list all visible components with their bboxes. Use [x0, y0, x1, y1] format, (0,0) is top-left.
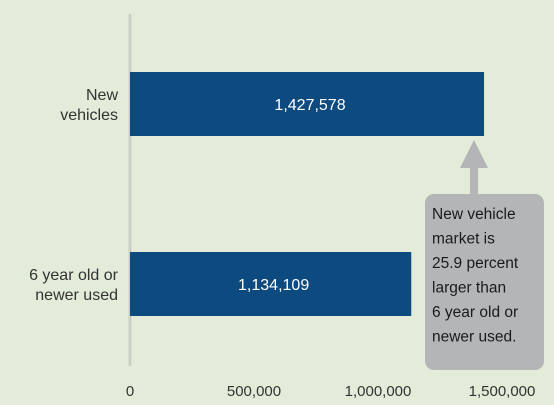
category-label-line: 6 year old or	[29, 267, 119, 284]
category-label-line: New	[86, 87, 118, 104]
bars	[130, 72, 485, 316]
callout-text-line: market is	[432, 231, 495, 248]
callout-text-line: larger than	[432, 280, 506, 297]
bar-value-label: 1,134,109	[238, 277, 309, 294]
callout-box	[425, 194, 544, 370]
x-tick-label: 1,500,000	[469, 383, 536, 400]
bar-value-labels: 1,427,578 1,134,109	[238, 97, 346, 294]
category-label-line: vehicles	[60, 107, 118, 124]
bar-1	[130, 252, 412, 316]
bar-value-label: 1,427,578	[274, 97, 345, 114]
callout-text-line: New vehicle	[432, 206, 516, 223]
x-tick-label: 0	[126, 383, 134, 400]
category-label: 6 year old or newer used	[29, 267, 119, 304]
x-tick-label: 1,000,000	[345, 383, 412, 400]
callout-text-line: 25.9 percent	[432, 255, 519, 272]
bar-0	[130, 72, 485, 136]
callout-arrow-head	[460, 140, 488, 168]
callout-text-line: newer used.	[432, 329, 516, 346]
category-label: New vehicles	[60, 87, 118, 124]
callout-arrow-shaft	[470, 166, 478, 198]
x-axis-tick-labels: 0 500,000 1,000,000 1,500,000	[126, 383, 536, 400]
callout-text-line: 6 year old or	[432, 304, 518, 321]
x-tick-label: 500,000	[227, 383, 281, 400]
category-label-line: newer used	[35, 287, 118, 304]
category-labels: New vehicles 6 year old or newer used	[29, 87, 119, 304]
annotation-callout: New vehicle market is 25.9 percent larger t…	[425, 140, 544, 370]
callout-text: New vehicle market is 25.9 percent larger t…	[432, 206, 519, 346]
